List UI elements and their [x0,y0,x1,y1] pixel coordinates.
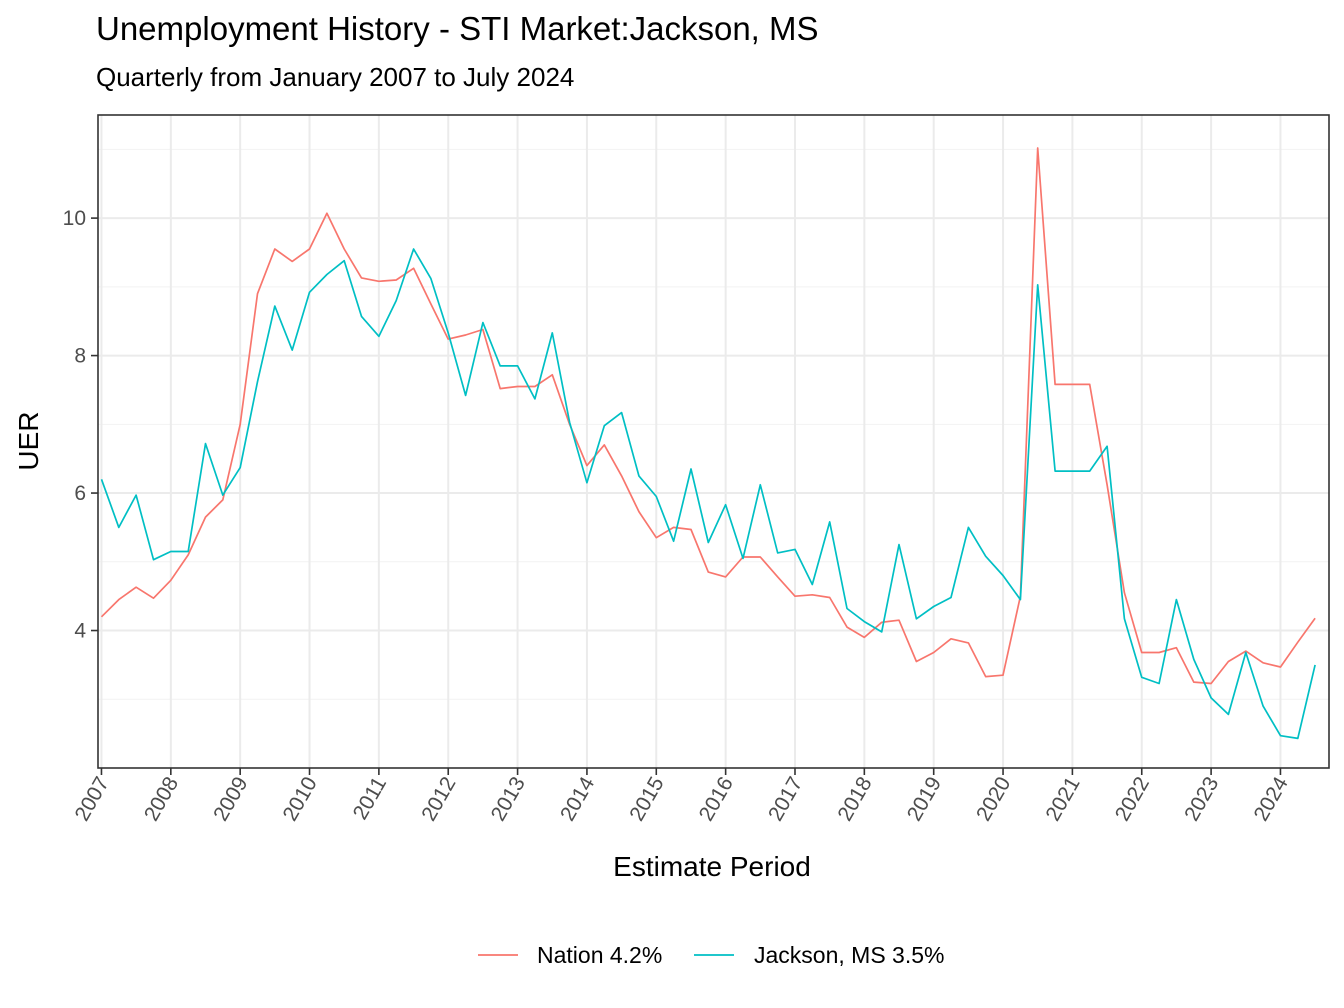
x-tick-label: 2008 [140,773,183,825]
x-tick-label: 2009 [209,773,252,825]
x-axis-title: Estimate Period [613,851,811,882]
y-tick-label: 6 [74,482,86,505]
chart-title: Unemployment History - STI Market:Jackso… [96,10,819,47]
series-line-nation-4-2 [100,147,1316,685]
major-grid [98,115,1329,768]
x-axis: 2007 2008 2009 2010 2011 2012 2013 2014 2015 2016… [71,768,1293,825]
legend-label: Jackson, MS 3.5% [754,942,944,968]
x-tick-label: 2011 [349,773,392,824]
y-tick-label: 8 [74,345,86,368]
legend-label: Nation 4.2% [537,942,662,968]
panel-border [97,114,1330,769]
x-tick-label: 2024 [1250,773,1293,825]
y-axis: 4 6 8 10 [63,207,98,643]
x-tick-label: 2013 [487,773,530,825]
x-tick-label: 2015 [625,773,668,825]
minor-grid [98,148,1329,700]
y-tick-label: 10 [63,207,86,230]
x-tick-label: 2021 [1041,773,1084,825]
x-tick-label: 2010 [279,773,322,825]
y-axis-title: UER [13,411,44,470]
legend: Nation 4.2% Jackson, MS 3.5% [478,942,944,968]
x-tick-label: 2023 [1180,773,1223,825]
x-tick-label: 2007 [71,773,114,825]
x-tick-label: 2012 [417,773,460,825]
x-tick-label: 2022 [1111,773,1154,825]
x-tick-label: 2020 [972,773,1015,825]
chart-subtitle: Quarterly from January 2007 to July 2024 [96,62,575,92]
series-line-jackson-ms-3-5 [100,248,1316,740]
x-tick-label: 2019 [903,773,946,825]
x-tick-label: 2018 [833,773,876,825]
x-tick-label: 2017 [764,773,807,825]
series-lines [100,147,1316,740]
x-tick-label: 2014 [556,773,599,825]
x-tick-label: 2016 [695,773,738,825]
y-tick-label: 4 [74,620,86,643]
